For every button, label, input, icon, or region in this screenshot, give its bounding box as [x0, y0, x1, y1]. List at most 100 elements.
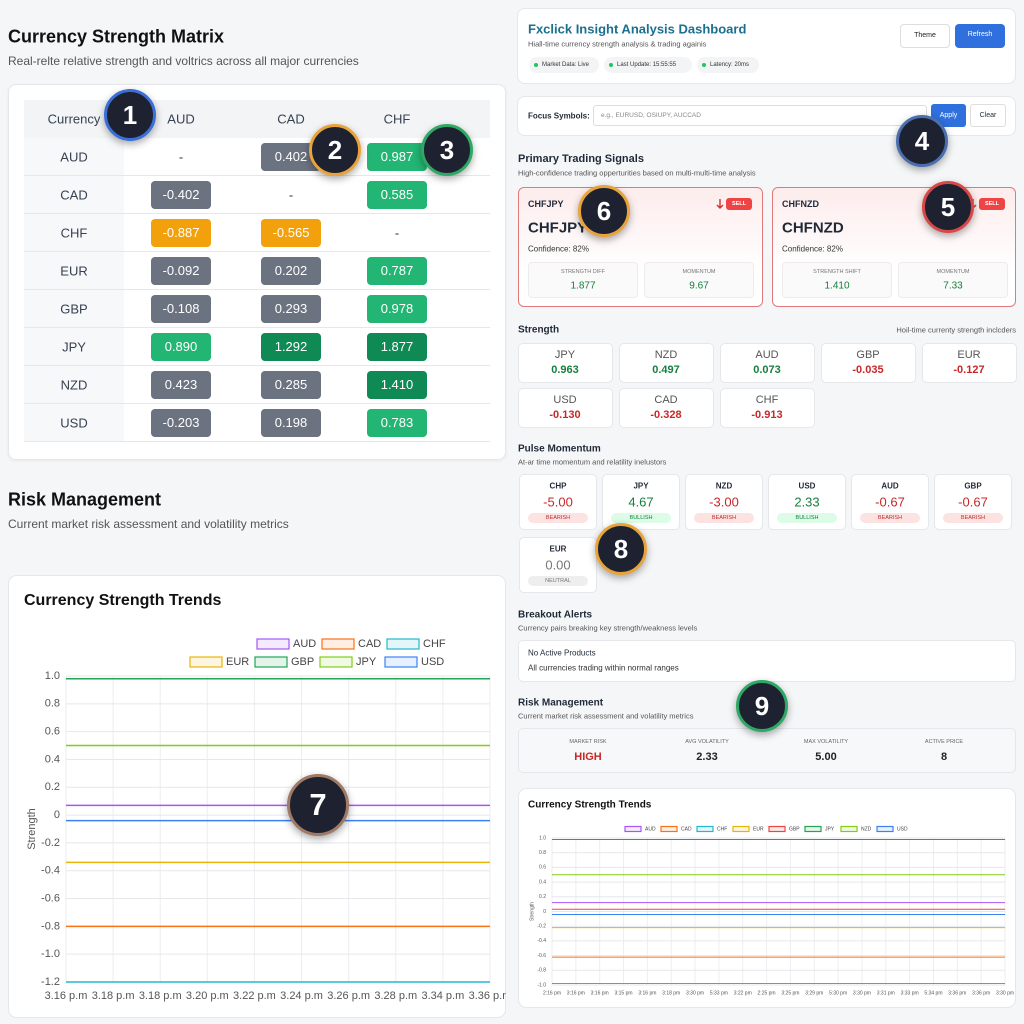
legend-label: USD	[897, 826, 908, 832]
matrix-first-col-bg	[24, 138, 124, 442]
momentum-value: 0.00	[545, 557, 571, 573]
row-divider	[24, 441, 490, 442]
x-tick-label: 2:25 pm	[758, 990, 776, 996]
matrix-badge: -0.887	[151, 219, 211, 247]
legend-label: CHF	[423, 638, 446, 650]
matrix-badge: 0.585	[367, 181, 427, 209]
y-axis-label: Strength	[26, 808, 38, 850]
row-divider	[24, 403, 490, 404]
risk-value: 5.00	[815, 751, 837, 763]
legend-swatch	[660, 825, 678, 833]
number-marker: 5	[922, 181, 974, 233]
strength-value: 0.963	[551, 364, 579, 376]
risk-value: 8	[940, 751, 948, 763]
focus-input[interactable]: e.g., EURUSD, OSIUPY, AUCCAD	[593, 105, 927, 126]
row-currency: CAD	[60, 187, 88, 203]
strength-value: -0.035	[852, 364, 884, 376]
x-tick-label: 3:18 pm	[662, 990, 680, 996]
signal-pair: CHFJPY	[528, 199, 564, 209]
matrix-badge: 0.202	[261, 257, 321, 285]
header-button[interactable]: Theme	[900, 24, 950, 48]
legend-swatch	[319, 656, 353, 668]
momentum-value: 2.33	[794, 494, 820, 510]
chart-title: Currency Strength Trends	[24, 592, 221, 609]
strength-value: -0.127	[953, 364, 985, 376]
x-tick-label: 3:22 pm	[734, 990, 752, 996]
x-tick-label: 3:30 pm	[853, 990, 871, 996]
matrix-badge: 0.293	[261, 295, 321, 323]
momentum-signal: BEARISH	[528, 513, 588, 523]
strength-card	[720, 343, 815, 383]
risk-label: ACTIVE PRICE	[924, 739, 964, 745]
momentum-name: CHP	[549, 481, 567, 491]
legend-swatch	[386, 638, 420, 650]
strength-value: -0.130	[549, 409, 581, 421]
strength-value: 0.073	[753, 364, 781, 376]
row-currency: EUR	[60, 263, 88, 279]
section-subtitle: At-ar time momentum and relatility inelu…	[518, 457, 667, 467]
legend-swatch	[768, 825, 786, 833]
y-tick-label: 1.0	[539, 835, 546, 841]
row-divider	[24, 365, 490, 366]
matrix-badge: 1.410	[367, 371, 427, 399]
legend-swatch	[321, 638, 355, 650]
risk-label: MARKET RISK	[569, 739, 607, 745]
matrix-badge: 1.292	[261, 333, 321, 361]
section-subtitle: High-confidence trading opperturities ba…	[518, 168, 756, 178]
row-divider	[24, 251, 490, 252]
matrix-badge: -0.565	[261, 219, 321, 247]
section-title: Strength	[518, 324, 560, 336]
section-title: Currency Strength Matrix	[8, 26, 225, 47]
signal-confidence: Confidence: 82%	[528, 244, 589, 254]
x-tick-label: 3:30 pm	[996, 990, 1014, 996]
x-tick-label: 3:36 pm	[948, 990, 966, 996]
matrix-header: CHF	[383, 111, 411, 127]
strength-card	[922, 343, 1017, 383]
section-title: Risk Management	[518, 697, 604, 709]
row-divider	[24, 213, 490, 214]
status-text: Latency: 20ms	[710, 62, 750, 68]
breakout-box	[518, 640, 1016, 682]
x-tick-label: 3.26 p.m	[327, 990, 370, 1002]
breakout-message: All currencies trading within normal ran…	[528, 663, 679, 673]
y-tick-label: -0.4	[537, 938, 546, 944]
status-chip: Last Update: 15:55:55	[604, 57, 692, 73]
y-tick-label: -1.0	[537, 982, 546, 988]
matrix-badge: 0.890	[151, 333, 211, 361]
x-tick-label: 3:33 pm	[901, 990, 919, 996]
x-tick-label: 3:25 pm	[781, 990, 799, 996]
strength-value: -0.328	[650, 409, 682, 421]
y-tick-label: 0.6	[539, 865, 546, 871]
header-button[interactable]: Refresh	[955, 24, 1005, 48]
strength-card	[518, 388, 613, 428]
y-tick-label: -0.8	[537, 968, 546, 974]
strength-name: NZD	[654, 349, 678, 361]
metric-label: STRENGTH DIFF	[561, 269, 605, 275]
strength-card	[821, 343, 916, 383]
matrix-badge: 0.423	[151, 371, 211, 399]
y-axis-label: Strength	[529, 902, 535, 921]
x-tick-label: 3:36 pm	[972, 990, 990, 996]
legend-label: NZD	[861, 826, 872, 832]
matrix-badge: 0.987	[367, 143, 427, 171]
legend-swatch	[732, 825, 750, 833]
strength-card	[720, 388, 815, 428]
y-tick-label: 0.4	[539, 879, 546, 885]
momentum-name: USD	[798, 481, 816, 491]
status-text: Market Data: Live	[542, 62, 590, 68]
matrix-badge: 0.285	[261, 371, 321, 399]
y-tick-label: -1.0	[41, 948, 60, 960]
x-tick-label: 3.20 p.m	[186, 990, 229, 1002]
momentum-name: AUD	[881, 481, 899, 491]
metric-label: MOMENTUM	[682, 269, 716, 275]
chart-title: Currency Strength Trends	[528, 800, 652, 811]
chart: Currency Strength Trends 3.16 p.m 3.18 p.m…	[8, 575, 506, 1018]
metric-box	[528, 262, 638, 298]
clear-button[interactable]: Clear	[970, 104, 1006, 127]
y-tick-label: -0.4	[41, 865, 60, 877]
strength-name: JPY	[554, 349, 576, 361]
number-marker: 9	[736, 680, 788, 732]
legend-swatch	[254, 656, 288, 668]
legend-swatch	[624, 825, 642, 833]
